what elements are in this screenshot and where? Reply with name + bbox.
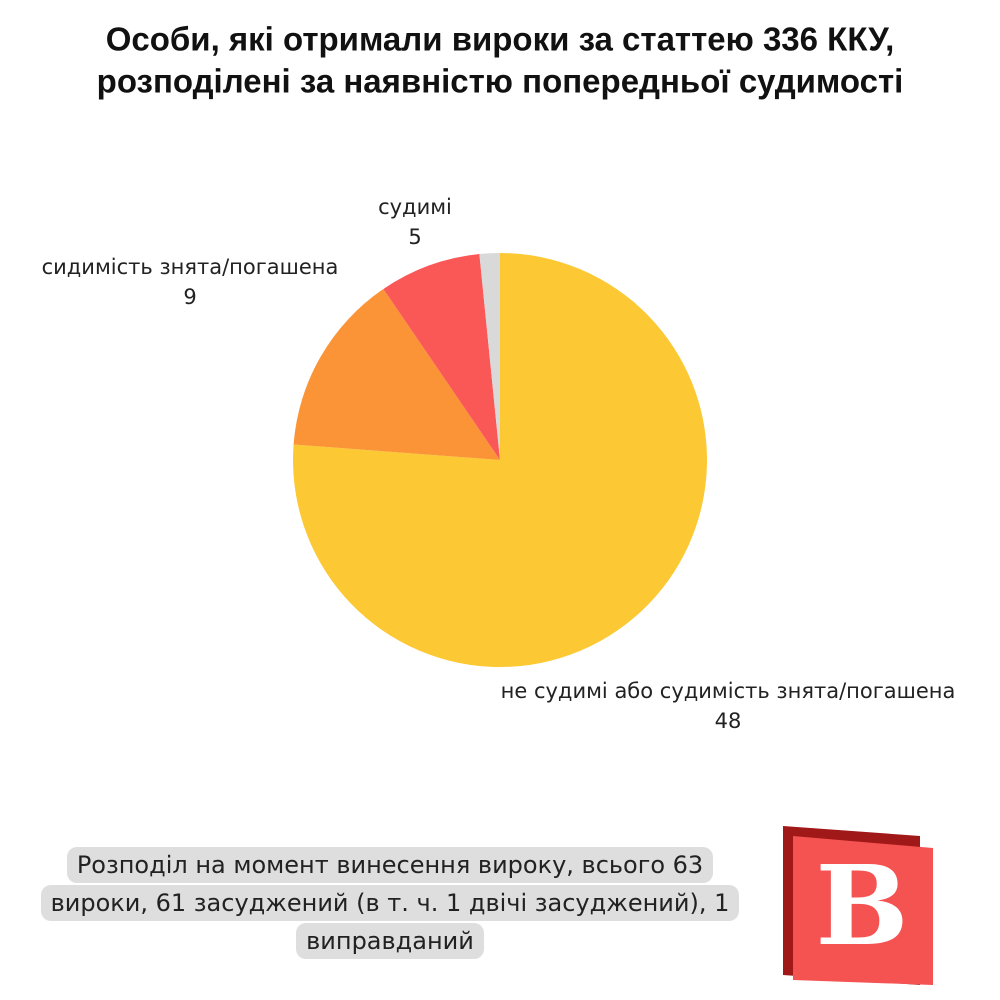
chart-title: розподілені за наявністю попередньої суд… <box>97 63 904 100</box>
slice-value: 9 <box>183 285 196 309</box>
pie-slice <box>293 288 500 460</box>
slice-value: 5 <box>408 225 421 249</box>
slice-value: 48 <box>715 709 742 733</box>
slice-label: сидимість знята/погашена <box>42 255 339 279</box>
note-text: Розподіл на момент винесення вироку, всь… <box>40 847 740 959</box>
slice-label: судимі <box>378 195 452 219</box>
slice-label: не судимі або судимість знята/погашена <box>501 679 956 703</box>
pie-slice <box>479 253 500 460</box>
logo-back <box>793 836 933 985</box>
chart-title: Особи, які отримали вироки за статтею 33… <box>106 21 895 58</box>
note: Розподіл на момент винесення вироку, всь… <box>40 846 740 960</box>
logo: B <box>783 826 933 985</box>
pie-slice <box>383 254 500 460</box>
logo-letter: B <box>816 841 909 970</box>
